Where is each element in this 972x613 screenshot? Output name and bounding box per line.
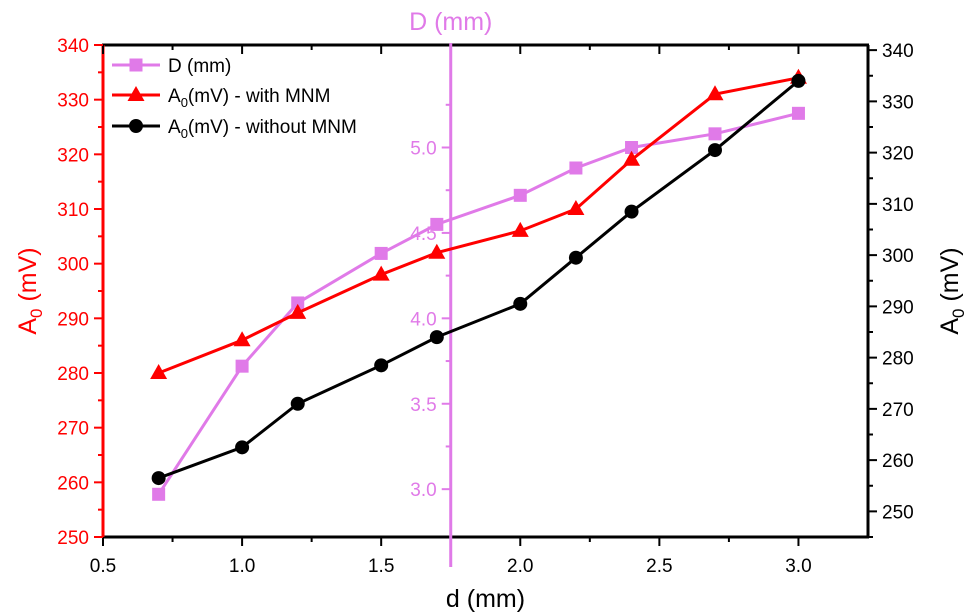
d-axis-tick-label: 4.0 [410,309,436,330]
legend-marker [129,119,143,133]
a0-without-mnm-series-point [290,396,305,411]
left-tick-label: 260 [57,473,89,494]
d-series-point [235,359,249,373]
left-tick-label: 290 [57,309,89,330]
series-layer [150,68,807,501]
legend-label: A0(mV) - with MNM [168,86,330,110]
a0-with-mnm-series-point [372,265,390,281]
legend-label: A0(mV) - without MNM [168,117,357,141]
right-tick-label: 260 [882,451,914,472]
d-series-point [569,161,583,175]
a0-without-mnm-series-line [158,79,800,480]
d-series-point [625,141,639,154]
x-axis-title: d (mm) [446,585,525,613]
d-axis-tick-label: 3.5 [410,395,436,416]
a0-without-mnm-series-point [429,330,444,345]
left-tick-label: 310 [57,200,89,221]
a0-without-mnm-series-point [513,296,528,311]
a0-without-mnm-series-point [568,250,583,265]
a0-with-mnm-series-line [158,76,799,375]
left-tick-label: 320 [57,145,89,166]
d-axis-title: D (mm) [409,8,492,36]
left-axis-title: A0 (mV) [14,247,46,334]
d-axis-tick-label: 3.0 [410,480,436,501]
d-series-point [291,296,305,310]
x-tick-label: 3.0 [785,556,811,577]
right-axis-title: A0 (mV) [936,247,968,334]
a0-with-mnm-series-point [567,200,585,215]
left-tick-label: 300 [57,255,89,276]
a0-without-mnm-series-point [708,143,722,158]
a0-with-mnm-series-point [511,221,529,237]
legend-marker [127,86,145,101]
right-tick-label: 300 [882,246,914,267]
x-tick-label: 1.0 [229,556,255,577]
d-series-point [708,127,722,141]
a0-without-mnm-series-point [151,471,166,486]
legend-label: D (mm) [168,56,231,77]
x-tick-label: 0.5 [90,556,116,577]
a0-without-mnm-series-point [624,204,639,219]
right-tick-label: 280 [882,349,914,370]
a0-without-mnm-series-point [374,358,389,373]
x-tick-label: 2.5 [646,556,672,577]
axes-layer: 0.5 1.0 1.5 2.0 2.5 3.0 250 260 270 280 290 300 310 3… [14,8,968,613]
d-series-point [152,487,166,501]
d-series-point [513,188,527,202]
a0-with-mnm-series-point [623,150,641,166]
a0-without-mnm-series-point [235,440,250,455]
d-series-line [157,111,799,496]
d-series-point [430,217,444,231]
right-tick-label: 330 [882,92,914,113]
a0-with-mnm-series-point [233,331,251,347]
d-series-point [374,246,388,260]
x-tick-label: 2.0 [507,556,533,577]
a0-without-mnm-series-point [791,73,806,88]
d-axis-tick-label: 5.0 [410,139,436,160]
right-tick-label: 290 [882,297,914,318]
legend: D (mm) A0(mV) - with MNM A0(mV) - without … [112,56,357,141]
right-tick-label: 340 [882,41,914,62]
right-tick-label: 310 [882,195,914,216]
right-tick-label: 320 [882,144,914,165]
left-tick-label: 330 [57,91,89,112]
left-tick-label: 250 [57,528,89,549]
a0-with-mnm-series-point [706,85,724,101]
a0-with-mnm-series-point [150,364,168,379]
d-series-point [791,106,805,120]
right-tick-label: 250 [882,502,914,523]
left-tick-label: 280 [57,364,89,385]
x-tick-label: 1.5 [368,556,394,577]
a0-with-mnm-series-point [289,303,307,319]
right-tick-label: 270 [882,400,914,421]
a0-with-mnm-series-point [428,243,446,259]
legend-marker [129,58,143,72]
left-tick-label: 270 [57,419,89,440]
left-tick-label: 340 [57,36,89,57]
